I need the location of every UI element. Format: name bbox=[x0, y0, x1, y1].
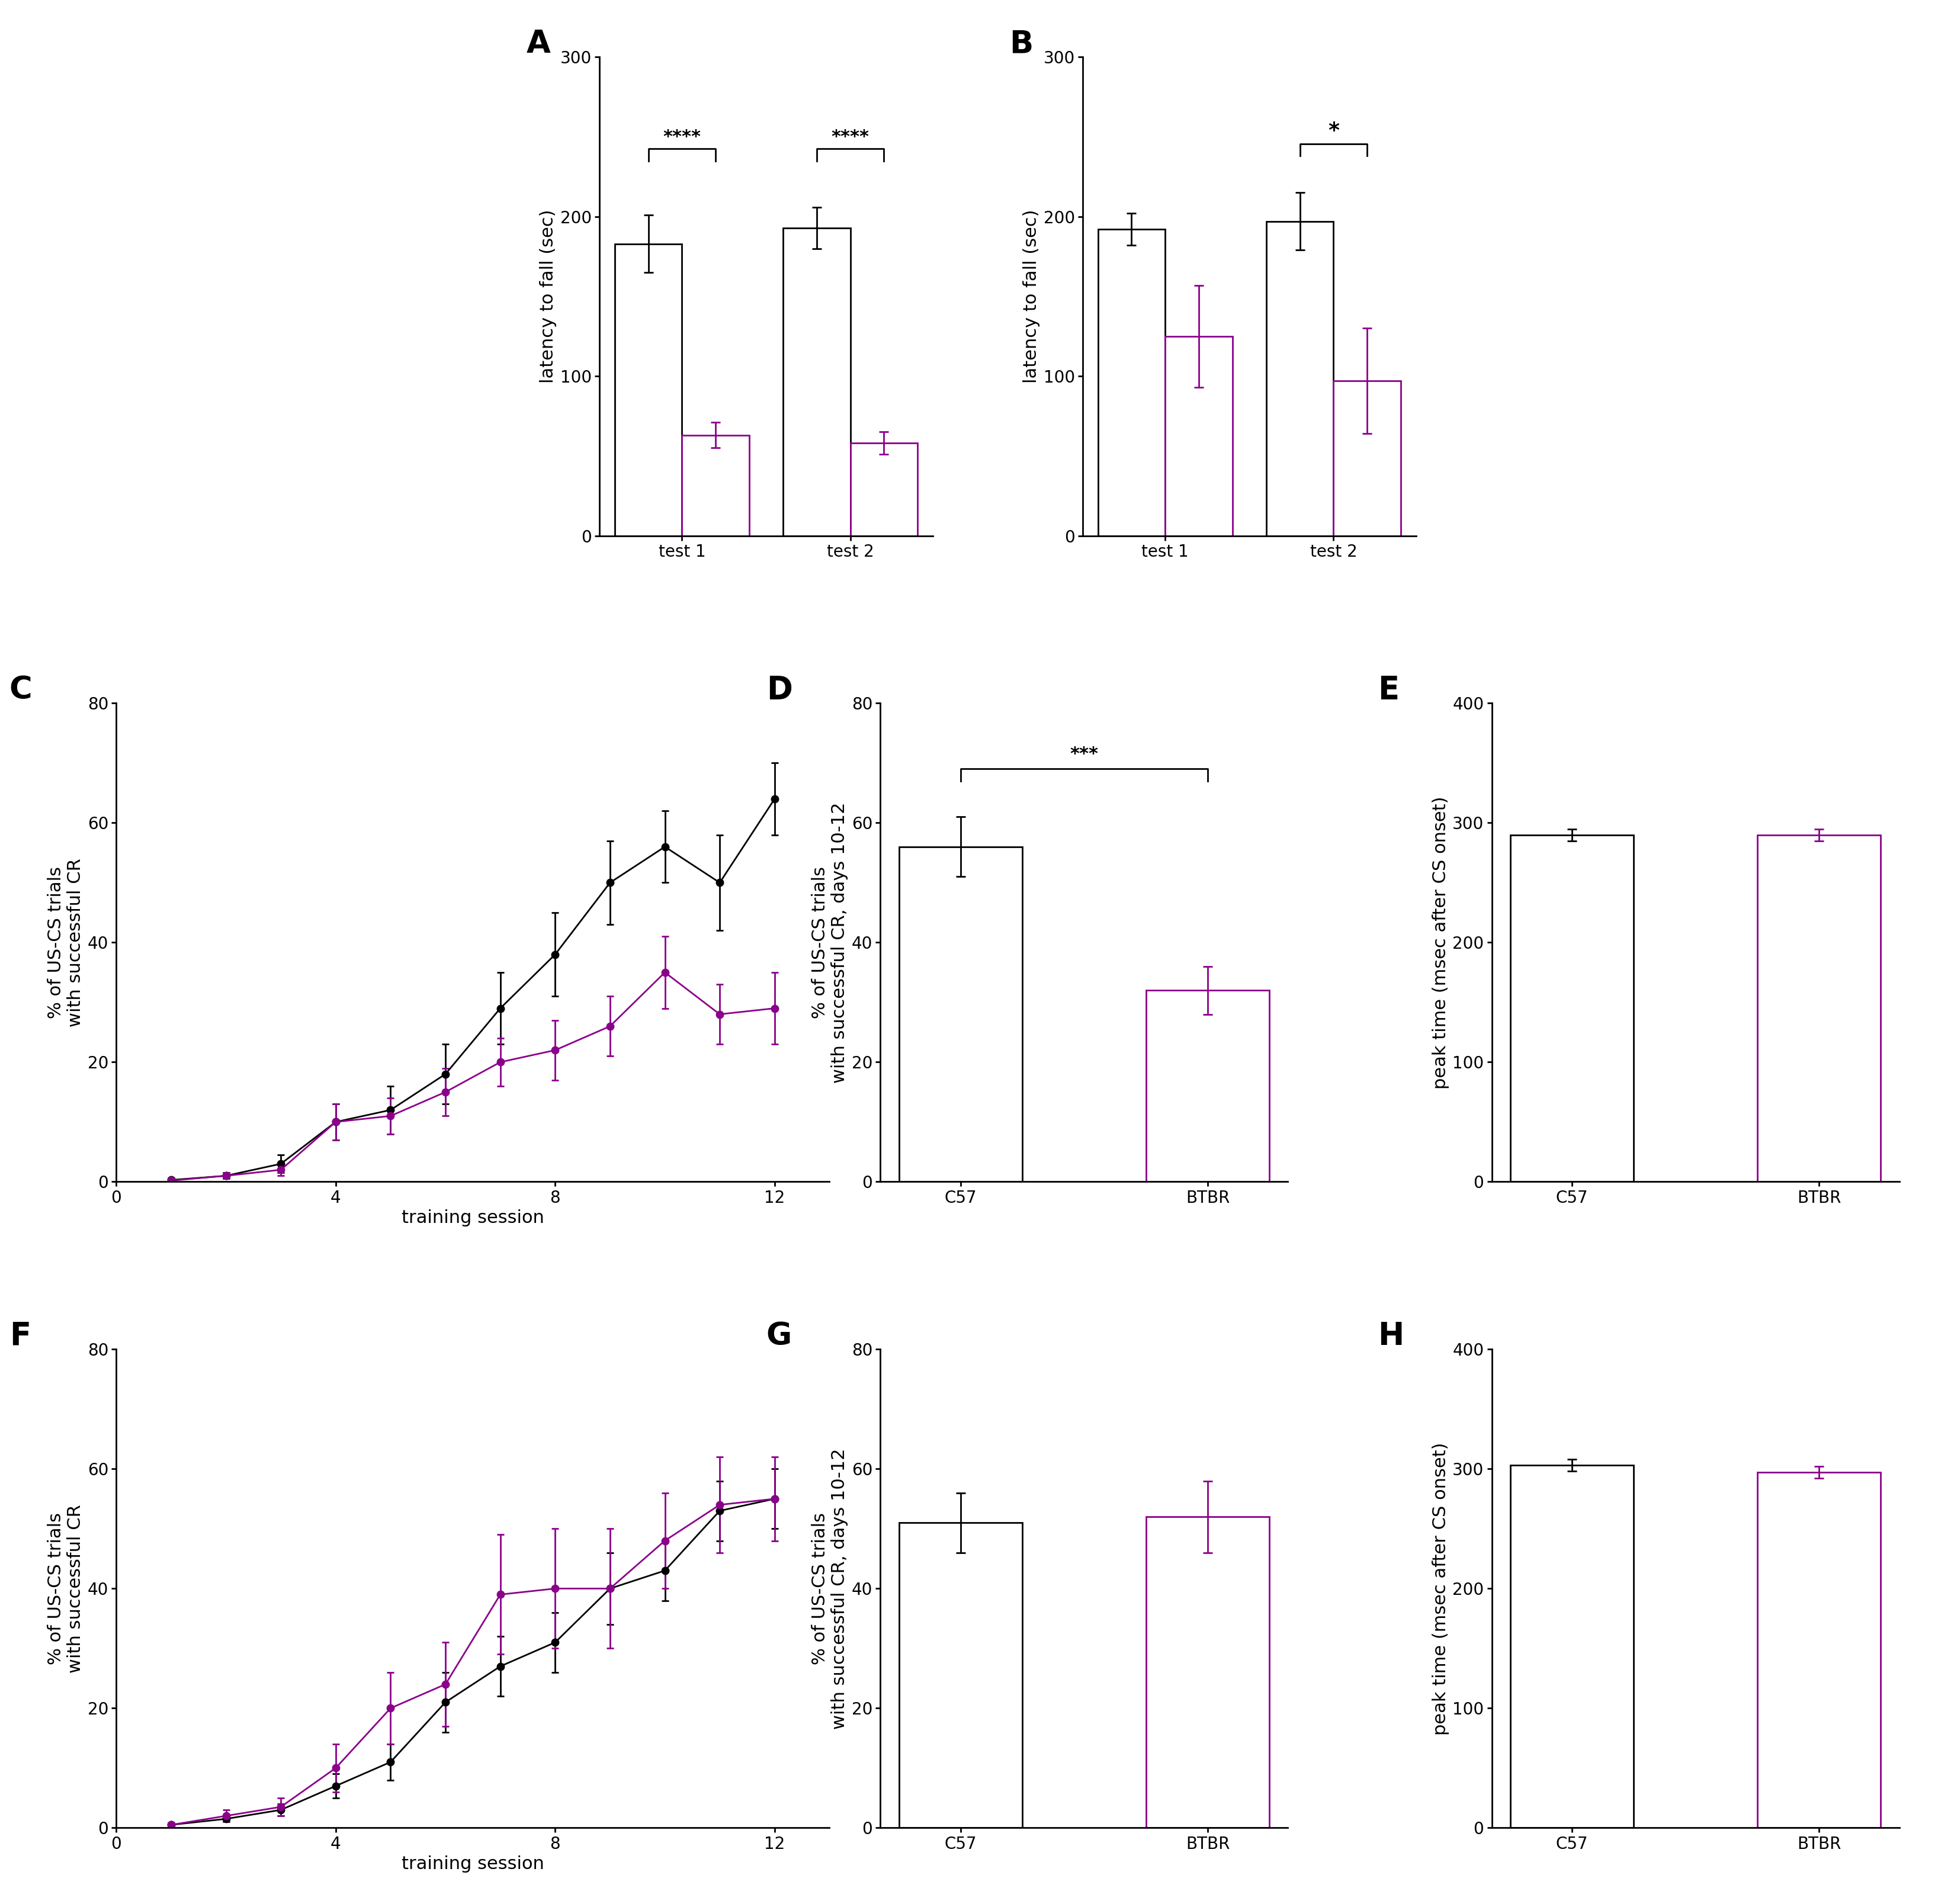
Text: H: H bbox=[1378, 1321, 1403, 1352]
Bar bbox=[1758, 1472, 1880, 1828]
Bar bbox=[1333, 381, 1401, 535]
Bar bbox=[1165, 337, 1233, 535]
Text: ****: **** bbox=[663, 128, 702, 147]
Bar bbox=[1510, 1466, 1634, 1828]
Bar bbox=[614, 244, 682, 535]
Y-axis label: latency to fall (sec): latency to fall (sec) bbox=[539, 209, 556, 383]
Text: E: E bbox=[1378, 674, 1399, 704]
Text: D: D bbox=[766, 674, 793, 704]
Bar bbox=[1099, 228, 1165, 535]
Bar bbox=[1510, 834, 1634, 1182]
Y-axis label: peak time (msec after CS onset): peak time (msec after CS onset) bbox=[1432, 796, 1450, 1089]
Text: ****: **** bbox=[831, 128, 870, 147]
Y-axis label: % of US-CS trials
with successful CR, days 10-12: % of US-CS trials with successful CR, da… bbox=[812, 1449, 849, 1729]
Bar bbox=[1266, 221, 1333, 535]
X-axis label: training session: training session bbox=[401, 1209, 545, 1226]
Text: ***: *** bbox=[1070, 746, 1099, 764]
Bar bbox=[783, 228, 851, 535]
Y-axis label: peak time (msec after CS onset): peak time (msec after CS onset) bbox=[1432, 1441, 1450, 1735]
X-axis label: training session: training session bbox=[401, 1856, 545, 1874]
Bar bbox=[1145, 1517, 1269, 1828]
Bar bbox=[1145, 990, 1269, 1182]
Y-axis label: % of US-CS trials
with successful CR: % of US-CS trials with successful CR bbox=[47, 859, 83, 1026]
Text: G: G bbox=[766, 1321, 793, 1352]
Bar bbox=[682, 436, 750, 535]
Bar bbox=[1758, 834, 1880, 1182]
Text: B: B bbox=[1010, 29, 1033, 59]
Text: *: * bbox=[1328, 120, 1339, 141]
Bar bbox=[899, 847, 1023, 1182]
Y-axis label: % of US-CS trials
with successful CR, days 10-12: % of US-CS trials with successful CR, da… bbox=[812, 802, 849, 1083]
Bar bbox=[851, 444, 917, 535]
Text: F: F bbox=[10, 1321, 31, 1352]
Y-axis label: % of US-CS trials
with successful CR: % of US-CS trials with successful CR bbox=[47, 1504, 83, 1674]
Y-axis label: latency to fall (sec): latency to fall (sec) bbox=[1023, 209, 1041, 383]
Bar bbox=[899, 1523, 1023, 1828]
Text: C: C bbox=[10, 674, 33, 704]
Text: A: A bbox=[527, 29, 550, 59]
